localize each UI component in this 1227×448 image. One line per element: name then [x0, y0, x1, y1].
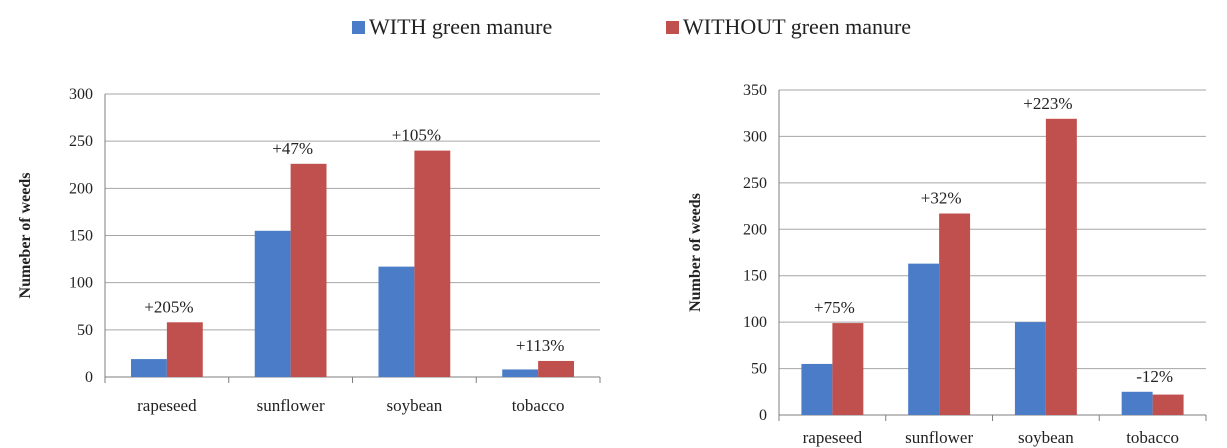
y-axis-title: Number of weeds: [687, 193, 704, 312]
annotation-label: +113%: [516, 336, 565, 355]
category-label: tobacco: [512, 396, 565, 415]
bar-with-soybean: [1014, 322, 1046, 415]
bar-without-rapeseed: [166, 322, 203, 377]
annotation-label: +223%: [1023, 94, 1072, 113]
bar-without-soybean: [414, 150, 451, 377]
y-tick-label: 300: [743, 128, 767, 145]
annotation-label: +75%: [814, 298, 855, 317]
legend-item-with: WITH green manure: [352, 14, 552, 40]
bar-without-rapeseed: [832, 323, 864, 415]
category-label: soybean: [387, 396, 443, 415]
category-label: sunflower: [905, 428, 973, 447]
y-tick-label: 200: [743, 221, 767, 238]
bar-with-sunflower: [908, 263, 940, 415]
y-tick-label: 250: [69, 133, 93, 150]
y-tick-label: 100: [743, 314, 767, 331]
y-tick-label: 300: [69, 86, 93, 103]
y-tick-label: 150: [743, 268, 767, 285]
y-tick-label: 50: [77, 322, 93, 339]
bar-with-tobacco: [502, 369, 539, 377]
bar-with-tobacco: [1121, 391, 1153, 415]
bar-without-tobacco: [538, 360, 575, 377]
legend-swatch-with: [352, 20, 365, 34]
legend: WITH green manure WITHOUT green manure: [0, 8, 1227, 44]
bar-with-rapeseed: [801, 363, 833, 415]
bar-with-sunflower: [254, 230, 291, 377]
bar-with-soybean: [378, 266, 415, 377]
annotation-label: +205%: [144, 297, 193, 316]
bar-without-tobacco: [1152, 394, 1184, 415]
legend-swatch-without: [666, 20, 679, 34]
y-tick-label: 200: [69, 180, 93, 197]
annotation-label: +47%: [272, 139, 313, 158]
y-tick-label: 0: [759, 407, 767, 424]
category-label: tobacco: [1126, 428, 1179, 447]
legend-label-without: WITHOUT green manure: [683, 14, 912, 39]
bar-without-soybean: [1045, 118, 1077, 416]
category-label: rapeseed: [803, 428, 863, 447]
bar-without-sunflower: [290, 163, 327, 377]
category-label: soybean: [1018, 428, 1074, 447]
bar-with-rapeseed: [130, 359, 167, 377]
y-tick-label: 350: [743, 82, 767, 99]
y-tick-label: 50: [751, 361, 767, 378]
annotation-label: +105%: [392, 126, 441, 145]
y-tick-label: 100: [69, 275, 93, 292]
category-label: rapeseed: [137, 396, 197, 415]
y-axis-title: Numeber of weeds: [17, 173, 34, 299]
category-label: sunflower: [257, 396, 325, 415]
legend-item-without: WITHOUT green manure: [666, 14, 911, 40]
y-tick-label: 150: [69, 228, 93, 245]
legend-label-with: WITH green manure: [369, 14, 553, 39]
y-tick-label: 250: [743, 175, 767, 192]
annotation-label: +32%: [921, 189, 962, 208]
annotation-label: -12%: [1136, 367, 1173, 386]
y-tick-label: 0: [85, 369, 93, 386]
bar-without-sunflower: [939, 213, 971, 415]
